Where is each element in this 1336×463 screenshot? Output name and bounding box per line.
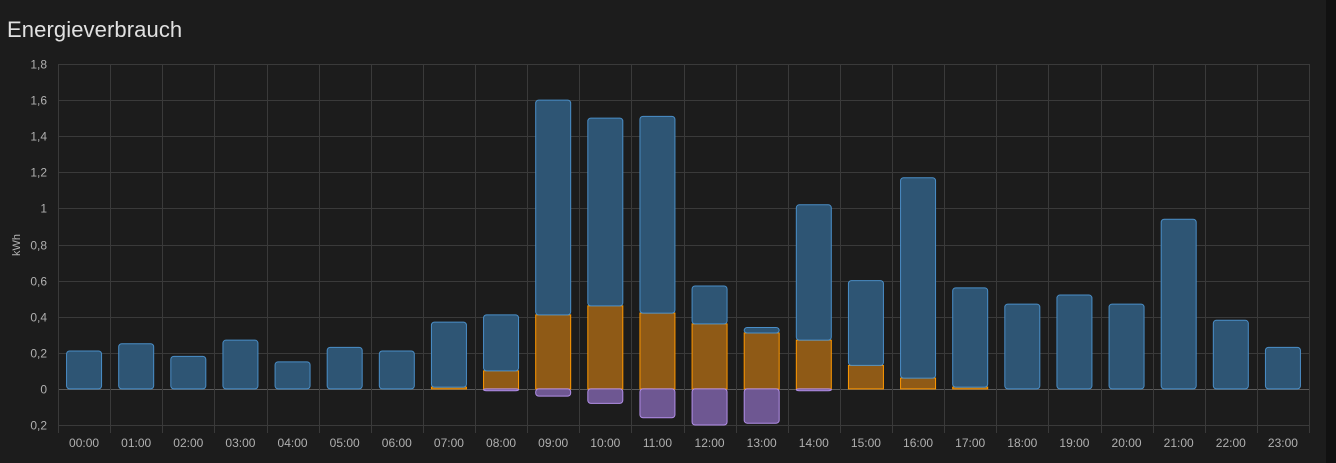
x-tick-label: 06:00 xyxy=(382,436,412,450)
x-tick-label: 04:00 xyxy=(278,436,308,450)
bar-grid-consumption-0300 xyxy=(222,339,259,390)
bar-solar-1000 xyxy=(587,305,624,390)
bar-grid-consumption-1500 xyxy=(847,280,884,366)
y-tick-label: 1 xyxy=(40,202,47,216)
bar-grid-consumption-1800 xyxy=(1004,303,1041,390)
bar-return-1300 xyxy=(743,388,780,424)
bar-grid-consumption-1000 xyxy=(587,117,624,307)
x-tick-label: 14:00 xyxy=(799,436,829,450)
chart-axis-labels: 1,8 1,6 1,4 1,2 1 0,8 0,6 0,4 0,2 0 0,2 00:00 01:00 0… xyxy=(30,58,1298,451)
bar-solar-1200 xyxy=(691,323,728,390)
bar-grid-consumption-0900 xyxy=(535,99,572,316)
card-title: Energieverbrauch xyxy=(7,17,183,42)
bar-grid-consumption-1300 xyxy=(743,327,780,334)
y-tick-label: 0,2 xyxy=(30,419,47,433)
bar-grid-consumption-1200 xyxy=(691,285,728,325)
x-tick-label: 08:00 xyxy=(486,436,516,450)
bar-solar-1400 xyxy=(795,339,832,390)
x-tick-label: 07:00 xyxy=(434,436,464,450)
x-tick-label: 19:00 xyxy=(1059,436,1089,450)
bar-grid-consumption-1100 xyxy=(639,115,676,314)
x-tick-label: 18:00 xyxy=(1007,436,1037,450)
bar-return-1100 xyxy=(639,388,676,419)
bar-grid-consumption-0400 xyxy=(274,361,311,390)
x-tick-label: 23:00 xyxy=(1268,436,1298,450)
x-tick-label: 11:00 xyxy=(643,436,672,450)
window-edge xyxy=(1326,0,1336,463)
bar-solar-0900 xyxy=(535,314,572,390)
bar-solar-1500 xyxy=(847,364,884,390)
x-tick-label: 21:00 xyxy=(1164,436,1194,450)
bar-grid-consumption-1600 xyxy=(900,177,937,379)
x-tick-label: 00:00 xyxy=(69,436,99,450)
bar-grid-consumption-0000 xyxy=(66,350,103,390)
bar-grid-consumption-1900 xyxy=(1056,294,1093,390)
bar-return-0800 xyxy=(483,388,520,392)
y-tick-label: 1,6 xyxy=(30,94,47,108)
chart-bars xyxy=(66,99,1301,426)
bar-grid-consumption-0200 xyxy=(170,355,207,390)
bar-return-0900 xyxy=(535,388,572,397)
y-tick-label: 1,4 xyxy=(30,130,47,144)
bar-solar-1100 xyxy=(639,312,676,390)
x-tick-label: 03:00 xyxy=(225,436,255,450)
x-tick-label: 12:00 xyxy=(695,436,725,450)
bar-grid-consumption-1700 xyxy=(952,287,989,388)
x-tick-label: 15:00 xyxy=(851,436,881,450)
y-tick-label: 0,4 xyxy=(30,311,47,325)
y-tick-label: 0,8 xyxy=(30,239,47,253)
y-axis-title: kWh xyxy=(11,234,23,256)
bar-solar-1300 xyxy=(743,332,780,390)
bar-grid-consumption-2200 xyxy=(1212,319,1249,390)
x-tick-label: 16:00 xyxy=(903,436,933,450)
bar-grid-consumption-0100 xyxy=(118,343,155,390)
y-tick-label: 0 xyxy=(40,383,47,397)
bar-solar-1600 xyxy=(900,377,937,390)
bar-solar-0800 xyxy=(483,370,520,390)
x-tick-label: 13:00 xyxy=(747,436,777,450)
bar-grid-consumption-2300 xyxy=(1264,346,1301,390)
bar-grid-consumption-2100 xyxy=(1160,218,1197,390)
bar-grid-consumption-0500 xyxy=(326,346,363,390)
x-tick-label: 05:00 xyxy=(330,436,360,450)
bar-return-1000 xyxy=(587,388,624,404)
y-tick-label: 1,2 xyxy=(30,166,47,180)
bar-grid-consumption-1400 xyxy=(795,204,832,341)
x-tick-label: 20:00 xyxy=(1112,436,1142,450)
y-tick-label: 1,8 xyxy=(30,58,47,72)
bar-grid-consumption-0800 xyxy=(483,314,520,372)
bar-grid-consumption-2000 xyxy=(1108,303,1145,390)
bar-return-1200 xyxy=(691,388,728,426)
x-tick-label: 17:00 xyxy=(955,436,985,450)
bar-return-1400 xyxy=(795,388,832,392)
bar-grid-consumption-0700 xyxy=(430,321,467,388)
x-tick-label: 10:00 xyxy=(590,436,620,450)
x-tick-label: 22:00 xyxy=(1216,436,1246,450)
y-tick-label: 0,6 xyxy=(30,275,47,289)
x-tick-label: 02:00 xyxy=(173,436,203,450)
bar-grid-consumption-0600 xyxy=(378,350,415,390)
y-tick-label: 0,2 xyxy=(30,347,47,361)
chart-grid xyxy=(58,64,1310,433)
x-tick-label: 09:00 xyxy=(538,436,568,450)
x-tick-label: 01:00 xyxy=(121,436,151,450)
